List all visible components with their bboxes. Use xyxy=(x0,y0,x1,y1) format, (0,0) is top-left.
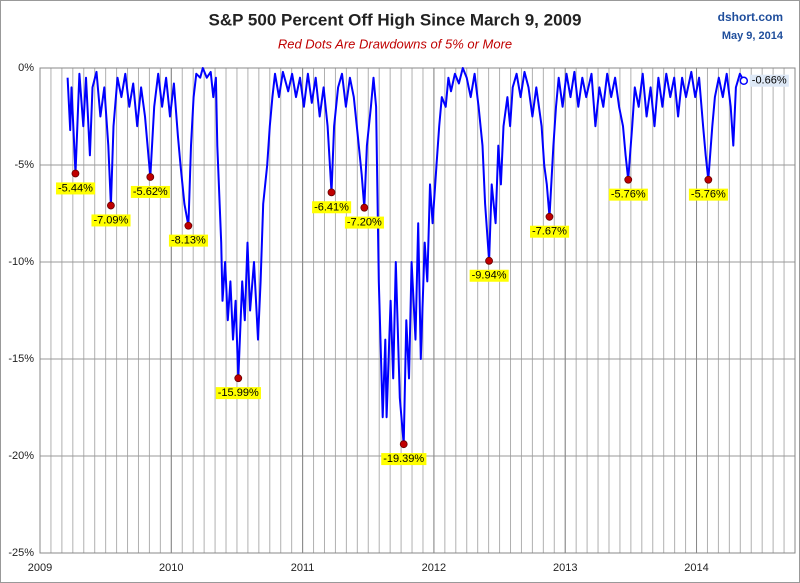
drawdown-dot xyxy=(485,256,493,265)
label-background xyxy=(469,269,509,282)
drawdown-dot xyxy=(184,221,193,230)
drawdown-dot xyxy=(545,212,554,221)
data-label: -7.20% xyxy=(347,217,382,229)
y-tick-label: -15% xyxy=(8,353,34,365)
drawdown-dot xyxy=(360,203,369,212)
label-background xyxy=(381,453,427,466)
label-background xyxy=(56,182,96,195)
chart-title: S&P 500 Percent Off High Since March 9, … xyxy=(209,10,582,29)
data-label: -0.66% xyxy=(752,75,787,87)
drawdown-dot xyxy=(234,374,243,383)
data-label: -9.94% xyxy=(472,270,507,282)
label-background xyxy=(312,201,352,214)
label-background xyxy=(688,188,728,201)
x-tick-label: 2013 xyxy=(553,562,577,574)
x-tick-label: 2012 xyxy=(422,562,446,574)
drawdown-dot xyxy=(399,440,408,449)
last-point xyxy=(739,76,749,86)
y-tick-label: -25% xyxy=(8,547,34,559)
source: dshort.com xyxy=(718,10,783,24)
x-tick-label: 2010 xyxy=(159,562,183,574)
label-background xyxy=(749,74,789,87)
y-tick-label: 0% xyxy=(18,62,34,74)
label-background xyxy=(344,216,384,229)
data-label: -6.41% xyxy=(314,201,349,213)
line xyxy=(66,67,745,446)
data-label: -5.62% xyxy=(133,186,168,198)
drawdown-dot xyxy=(107,201,115,210)
label-background xyxy=(130,185,170,198)
data-label: -5.76% xyxy=(691,189,726,201)
plot-border xyxy=(39,67,796,554)
data-label: -8.13% xyxy=(171,235,206,247)
label-background xyxy=(215,387,261,400)
x-tick-label: 2011 xyxy=(291,562,315,574)
drawdown-dot xyxy=(71,169,80,178)
y-tick-label: -5% xyxy=(14,159,34,171)
x-tick-label: 2014 xyxy=(684,562,708,574)
chart-subtitle: Red Dots Are Drawdowns of 5% or More xyxy=(278,36,512,51)
label-background xyxy=(168,234,209,247)
data-label: -7.09% xyxy=(93,214,128,226)
data-label: -7.67% xyxy=(532,226,567,238)
y-tick-label: -10% xyxy=(8,256,34,268)
data-label: -5.44% xyxy=(58,182,93,194)
data-label: -19.39% xyxy=(383,453,424,465)
x-tick-label: 2009 xyxy=(28,562,52,574)
label-background xyxy=(530,225,570,238)
date: May 9, 2014 xyxy=(722,30,784,42)
drawdown-dot xyxy=(146,173,155,181)
y-tick-label: -20% xyxy=(8,450,34,462)
label-background xyxy=(608,188,648,201)
drawdown-dot xyxy=(327,188,336,197)
label-background xyxy=(91,214,131,227)
data-label: -5.76% xyxy=(611,189,646,201)
drawdown-dot xyxy=(704,175,713,184)
drawdown-dot xyxy=(624,175,633,184)
data-label: -15.99% xyxy=(218,387,259,399)
